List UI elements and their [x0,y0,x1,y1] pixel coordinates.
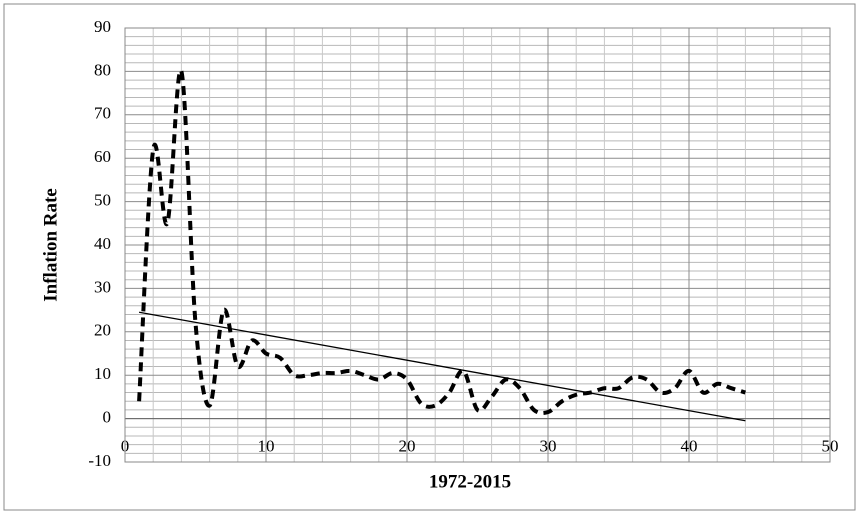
y-tick-label: 70 [94,104,111,123]
y-tick-label: 90 [94,17,111,36]
y-tick-label: 0 [103,408,112,427]
y-tick-label: -10 [88,451,111,470]
y-tick-label: 60 [94,147,111,166]
x-tick-label: 40 [681,437,698,456]
x-tick-label: 30 [540,437,557,456]
y-axis-title: Inflation Rate [40,188,61,301]
y-tick-label: 20 [94,321,111,340]
x-tick-label: 20 [399,437,416,456]
y-tick-label: 40 [94,234,111,253]
trend-line [138,311,746,422]
y-tick-label: 80 [94,60,111,79]
data-line [137,68,746,416]
y-tick-label: 10 [94,364,111,383]
x-tick-label: 10 [258,437,275,456]
plot-border [124,27,831,463]
y-tick-label: 30 [94,277,111,296]
x-axis-title: 1972-2015 [429,471,511,492]
y-tick-label: 50 [94,191,111,210]
